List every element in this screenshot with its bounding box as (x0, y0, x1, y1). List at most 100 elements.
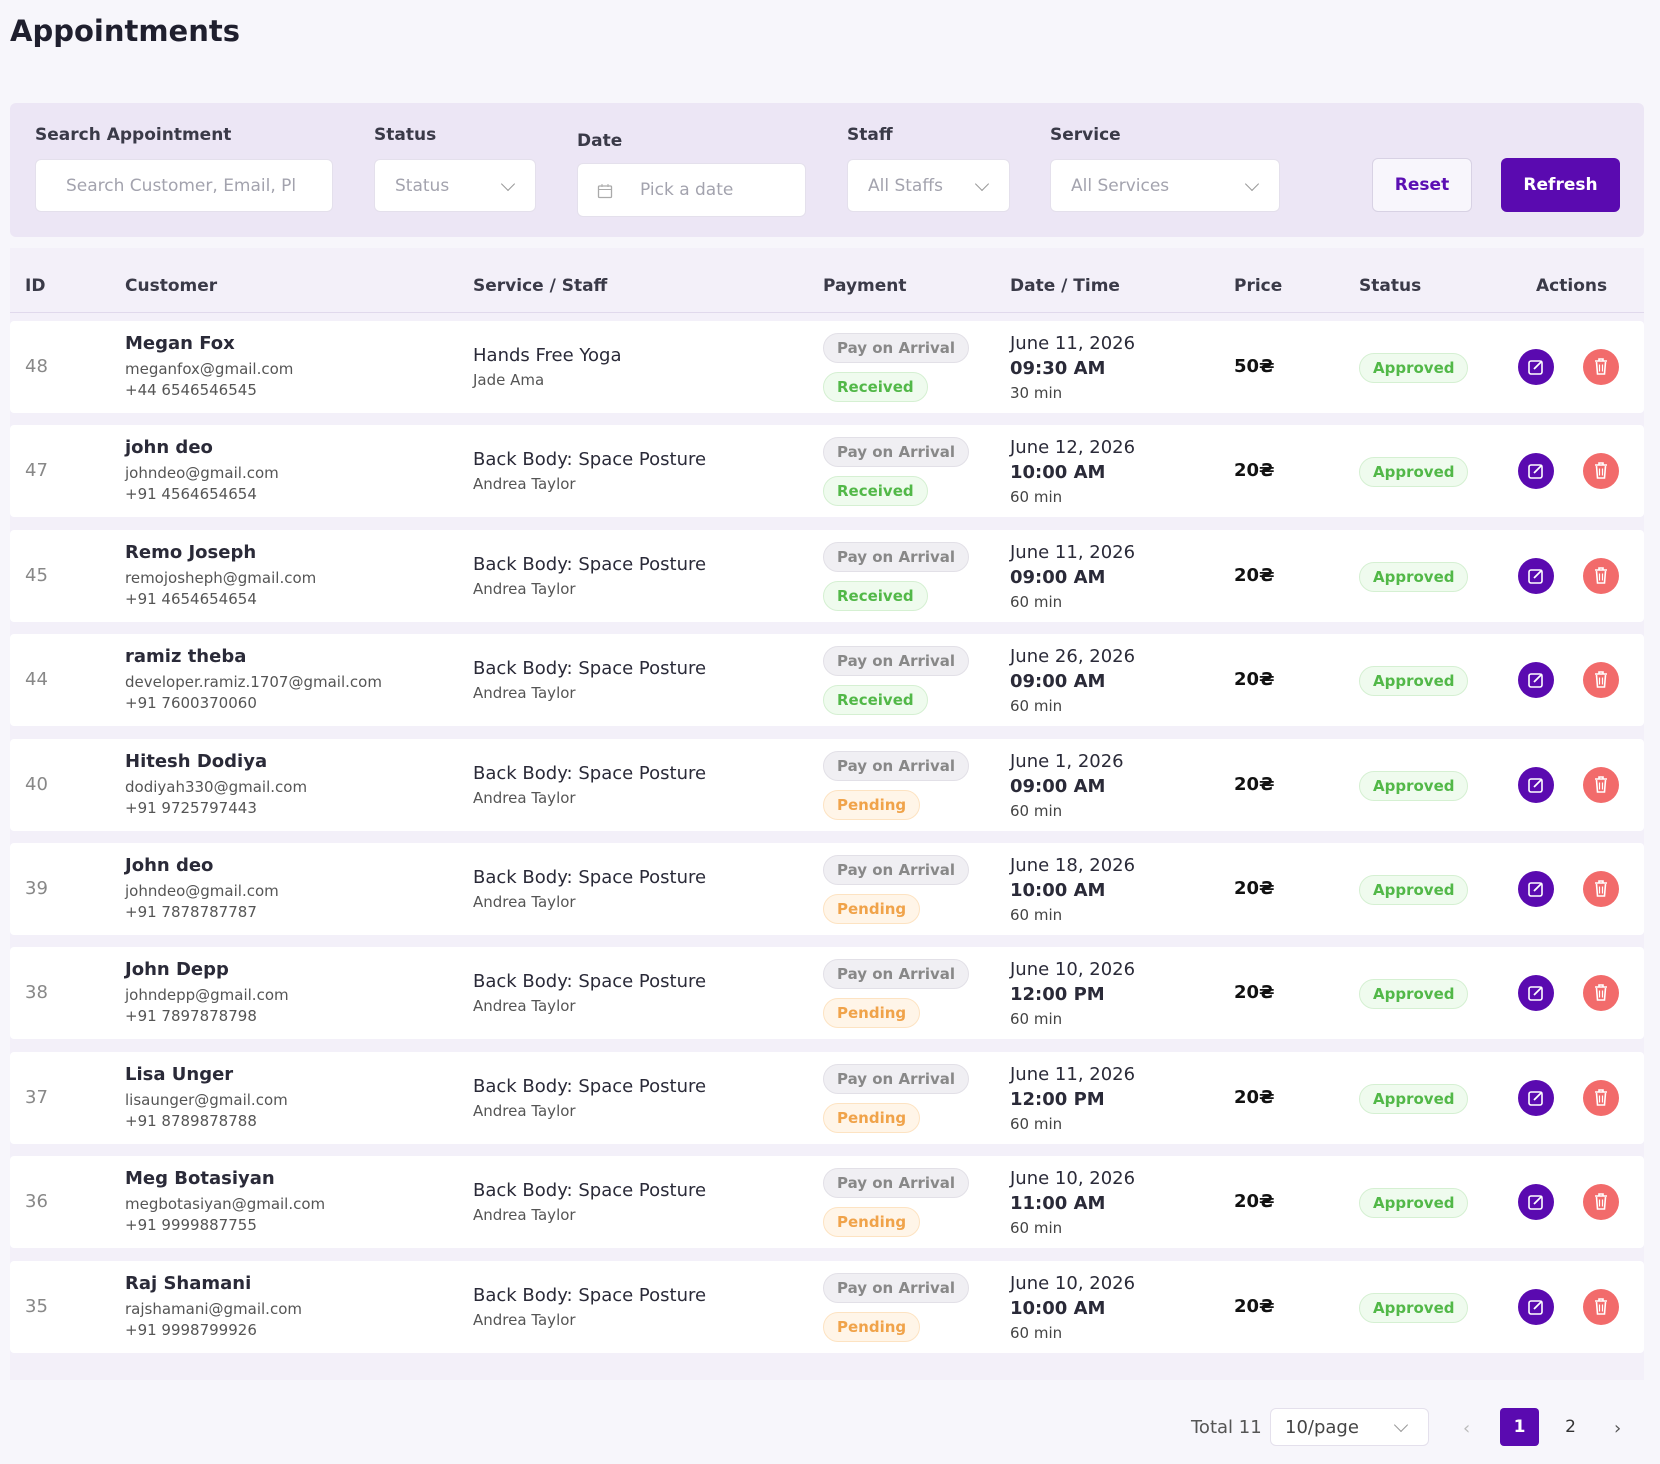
delete-button[interactable] (1583, 871, 1619, 907)
table-row: 36 Meg Botasiyan megbotasiyan@gmail.com +91… (10, 1156, 1644, 1249)
edit-button[interactable] (1518, 1079, 1554, 1116)
time: 12:00 PM (1010, 984, 1105, 1006)
payment-method: Pay on Arrival (823, 855, 970, 885)
edit-icon (1528, 1195, 1543, 1210)
payment-status: Received (823, 372, 928, 402)
staff-name: Andrea Taylor (473, 579, 576, 598)
filter-label: Search Appointment (35, 125, 232, 145)
staff-select[interactable]: All Staffs (847, 159, 1010, 212)
edit-icon (1528, 1299, 1543, 1315)
customer-email: johndeo@gmail.com (125, 464, 279, 483)
price: 20₴ (1234, 982, 1275, 1004)
service-select[interactable]: All Services (1050, 159, 1280, 212)
date: June 1, 2026 (1010, 750, 1124, 772)
delete-button[interactable] (1583, 662, 1619, 699)
staff-name: Andrea Taylor (473, 788, 576, 807)
price: 20₴ (1234, 564, 1275, 586)
search-input[interactable]: Search Customer, Email, Pl (35, 159, 333, 212)
table-row: 35 Raj Shamani rajshamani@gmail.com +91 999… (10, 1260, 1644, 1353)
staff-name: Andrea Taylor (473, 893, 576, 911)
payment-status: Received (823, 685, 928, 716)
status-select[interactable]: Status (374, 159, 536, 212)
date: June 26, 2026 (1010, 646, 1136, 668)
staff-name: Andrea Taylor (473, 997, 576, 1016)
duration: 60 min (1010, 1114, 1063, 1133)
total-count: Total 11 (1191, 1417, 1262, 1438)
duration: 60 min (1010, 801, 1063, 820)
edit-icon (1528, 464, 1543, 480)
payment-method: Pay on Arrival (823, 646, 970, 677)
date-input[interactable]: Pick a date (577, 163, 806, 217)
delete-button[interactable] (1583, 1184, 1619, 1221)
refresh-button[interactable]: Refresh (1501, 158, 1620, 212)
date: June 11, 2026 (1010, 541, 1136, 563)
payment-status: Pending (823, 1311, 921, 1342)
column-header: Service / Staff (473, 276, 608, 296)
filter-label: Service (1050, 125, 1121, 145)
table-row: 39 John deo johndeo@gmail.com +91 787878778… (10, 843, 1644, 935)
appointment-id: 45 (25, 564, 48, 586)
column-header: Customer (125, 276, 218, 296)
page-size-select[interactable]: 10/page (1270, 1408, 1429, 1446)
customer-name: Hitesh Dodiya (125, 750, 268, 772)
delete-button[interactable] (1583, 766, 1619, 803)
edit-button[interactable] (1518, 766, 1554, 803)
next-page[interactable]: › (1614, 1418, 1622, 1439)
edit-button[interactable] (1518, 1184, 1554, 1221)
edit-button[interactable] (1518, 662, 1554, 699)
edit-button[interactable] (1518, 975, 1554, 1012)
payment-method: Pay on Arrival (823, 437, 970, 468)
delete-icon (1595, 1297, 1607, 1315)
edit-button[interactable] (1518, 349, 1554, 385)
payment-method: Pay on Arrival (823, 1063, 970, 1094)
status-badge: Approved (1359, 1188, 1469, 1219)
customer-email: megbotasiyan@gmail.com (125, 1195, 326, 1214)
edit-button[interactable] (1518, 871, 1554, 907)
column-header: ID (25, 276, 46, 296)
appointment-id: 48 (25, 356, 48, 377)
payment-status: Pending (823, 894, 921, 924)
delete-button[interactable] (1583, 1288, 1619, 1325)
page-title: Appointments (10, 14, 240, 48)
appointment-id: 35 (25, 1295, 48, 1317)
price: 20₴ (1234, 1191, 1275, 1213)
customer-phone: +91 9998799926 (125, 1320, 257, 1339)
page-button[interactable]: 2 (1565, 1417, 1576, 1437)
price: 20₴ (1234, 773, 1275, 795)
delete-button[interactable] (1583, 975, 1619, 1012)
placeholder: All Staffs (868, 175, 943, 196)
date: June 10, 2026 (1010, 959, 1136, 981)
status-badge: Approved (1359, 770, 1469, 801)
service-name: Back Body: Space Posture (473, 1284, 707, 1306)
edit-button[interactable] (1518, 1288, 1554, 1325)
edit-button[interactable] (1518, 557, 1554, 594)
table-row: 40 Hitesh Dodiya dodiyah330@gmail.com +91 9… (10, 738, 1644, 831)
filter-label: Status (374, 125, 437, 145)
status-badge: Approved (1359, 1292, 1469, 1323)
calendar-icon (597, 184, 613, 199)
column-header: Date / Time (1010, 276, 1120, 296)
appointment-id: 44 (25, 669, 48, 691)
service-name: Back Body: Space Posture (473, 1180, 707, 1202)
prev-page[interactable]: ‹ (1463, 1418, 1471, 1439)
delete-button[interactable] (1583, 349, 1619, 385)
delete-button[interactable] (1583, 557, 1619, 594)
delete-button[interactable] (1583, 453, 1619, 490)
page-button[interactable]: 1 (1500, 1408, 1539, 1446)
delete-icon (1595, 671, 1607, 688)
appointment-id: 38 (25, 982, 48, 1004)
customer-email: johndeo@gmail.com (125, 882, 279, 900)
edit-button[interactable] (1518, 453, 1554, 490)
payment-status: Received (823, 476, 928, 507)
payment-status: Pending (823, 1102, 921, 1133)
time: 09:00 AM (1010, 671, 1106, 693)
price: 20₴ (1234, 1295, 1275, 1317)
status-badge: Approved (1359, 666, 1469, 697)
delete-button[interactable] (1583, 1079, 1619, 1116)
table-row: 48 Megan Fox meganfox@gmail.com +44 6546546… (10, 321, 1644, 413)
edit-icon (1528, 882, 1543, 897)
customer-email: dodiyah330@gmail.com (125, 777, 308, 796)
customer-phone: +91 7878787787 (125, 903, 257, 921)
reset-button[interactable]: Reset (1372, 158, 1472, 212)
customer-name: Megan Fox (125, 333, 235, 354)
